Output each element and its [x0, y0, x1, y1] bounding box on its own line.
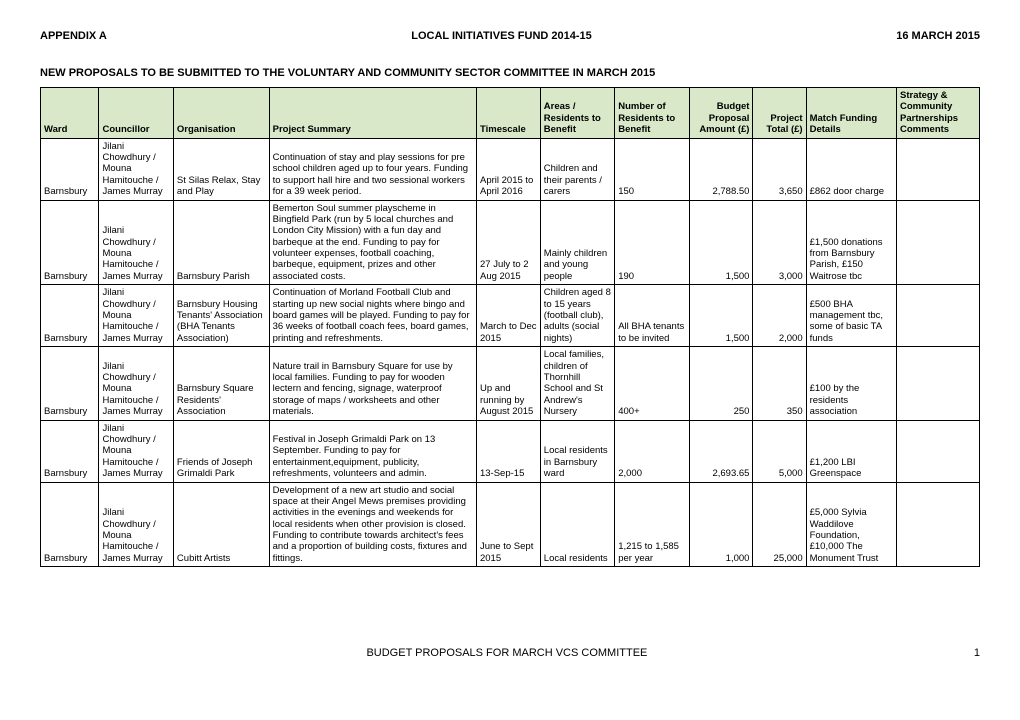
table-cell: Barnsbury	[41, 138, 99, 200]
table-cell: Barnsbury	[41, 285, 99, 347]
table-row: BarnsburyJilani Chowdhury / Mouna Hamito…	[41, 482, 980, 567]
table-cell: Jilani Chowdhury / Mouna Hamitouche / Ja…	[99, 482, 173, 567]
page-footer: BUDGET PROPOSALS FOR MARCH VCS COMMITTEE…	[40, 647, 980, 659]
column-header: Project Total (£)	[753, 88, 806, 139]
table-cell: 250	[689, 347, 753, 420]
column-header: Organisation	[173, 88, 269, 139]
table-row: BarnsburyJilani Chowdhury / Mouna Hamito…	[41, 347, 980, 420]
column-header: Ward	[41, 88, 99, 139]
page-header: APPENDIX A LOCAL INITIATIVES FUND 2014-1…	[40, 30, 980, 42]
table-cell: Local families, children of Thornhill Sc…	[540, 347, 614, 420]
header-center: LOCAL INITIATIVES FUND 2014-15	[411, 30, 592, 42]
table-row: BarnsburyJilani Chowdhury / Mouna Hamito…	[41, 200, 980, 285]
table-row: BarnsburyJilani Chowdhury / Mouna Hamito…	[41, 420, 980, 482]
table-cell: £862 door charge	[806, 138, 896, 200]
table-cell: All BHA tenants to be invited	[615, 285, 689, 347]
table-cell: £1,500 donations from Barnsbury Parish, …	[806, 200, 896, 285]
table-cell: Up and running by August 2015	[476, 347, 540, 420]
table-cell: Children and their parents / carers	[540, 138, 614, 200]
table-header-row: WardCouncillorOrganisationProject Summar…	[41, 88, 980, 139]
footer-center: BUDGET PROPOSALS FOR MARCH VCS COMMITTEE	[40, 647, 974, 659]
column-header: Number of Residents to Benefit	[615, 88, 689, 139]
table-cell: 150	[615, 138, 689, 200]
table-cell: Children aged 8 to 15 years (football cl…	[540, 285, 614, 347]
table-cell	[897, 482, 980, 567]
header-left: APPENDIX A	[40, 30, 107, 42]
table-cell: £100 by the residents association	[806, 347, 896, 420]
table-cell: 1,500	[689, 200, 753, 285]
table-cell: £500 BHA management tbc, some of basic T…	[806, 285, 896, 347]
table-cell: Jilani Chowdhury / Mouna Hamitouche / Ja…	[99, 200, 173, 285]
table-cell: Continuation of Morland Football Club an…	[269, 285, 476, 347]
column-header: Budget Proposal Amount (£)	[689, 88, 753, 139]
column-header: Match Funding Details	[806, 88, 896, 139]
table-cell: Barnsbury Square Residents' Association	[173, 347, 269, 420]
table-row: BarnsburyJilani Chowdhury / Mouna Hamito…	[41, 285, 980, 347]
table-cell: 2,000	[753, 285, 806, 347]
table-cell: Local residents	[540, 482, 614, 567]
header-right: 16 MARCH 2015	[896, 30, 980, 42]
table-cell: 27 July to 2 Aug 2015	[476, 200, 540, 285]
table-cell: Jilani Chowdhury / Mouna Hamitouche / Ja…	[99, 285, 173, 347]
table-cell: Barnsbury	[41, 200, 99, 285]
table-cell	[897, 285, 980, 347]
column-header: Councillor	[99, 88, 173, 139]
table-cell: 1,000	[689, 482, 753, 567]
table-cell: March to Dec 2015	[476, 285, 540, 347]
table-cell: Jilani Chowdhury / Mouna Hamitouche / Ja…	[99, 347, 173, 420]
table-cell: Mainly children and young people	[540, 200, 614, 285]
table-cell: Local residents in Barnsbury ward	[540, 420, 614, 482]
table-cell: Friends of Joseph Grimaldi Park	[173, 420, 269, 482]
table-cell: 13-Sep-15	[476, 420, 540, 482]
column-header: Strategy & Community Partnerships Commen…	[897, 88, 980, 139]
column-header: Areas / Residents to Benefit	[540, 88, 614, 139]
page-subtitle: NEW PROPOSALS TO BE SUBMITTED TO THE VOL…	[40, 67, 980, 79]
table-cell: 400+	[615, 347, 689, 420]
table-cell: £5,000 Sylvia Waddilove Foundation, £10,…	[806, 482, 896, 567]
table-cell: Nature trail in Barnsbury Square for use…	[269, 347, 476, 420]
table-cell: 350	[753, 347, 806, 420]
table-cell: Bemerton Soul summer playscheme in Bingf…	[269, 200, 476, 285]
proposals-table: WardCouncillorOrganisationProject Summar…	[40, 87, 980, 567]
table-cell: Jilani Chowdhury / Mouna Hamitouche / Ja…	[99, 138, 173, 200]
table-cell: Barnsbury Parish	[173, 200, 269, 285]
table-cell: £1,200 LBI Greenspace	[806, 420, 896, 482]
table-cell: 1,215 to 1,585 per year	[615, 482, 689, 567]
table-cell: 25,000	[753, 482, 806, 567]
table-body: BarnsburyJilani Chowdhury / Mouna Hamito…	[41, 138, 980, 567]
table-cell: Barnsbury	[41, 347, 99, 420]
table-cell: 3,650	[753, 138, 806, 200]
table-cell: Continuation of stay and play sessions f…	[269, 138, 476, 200]
table-cell: Barnsbury Housing Tenants' Association (…	[173, 285, 269, 347]
table-cell: Barnsbury	[41, 482, 99, 567]
column-header: Project Summary	[269, 88, 476, 139]
table-cell: St Silas Relax, Stay and Play	[173, 138, 269, 200]
table-cell: 3,000	[753, 200, 806, 285]
table-cell: 2,788.50	[689, 138, 753, 200]
table-cell: 190	[615, 200, 689, 285]
column-header: Timescale	[476, 88, 540, 139]
table-cell: Barnsbury	[41, 420, 99, 482]
table-cell	[897, 200, 980, 285]
table-cell: Cubitt Artists	[173, 482, 269, 567]
table-cell	[897, 420, 980, 482]
table-cell: 2,693.65	[689, 420, 753, 482]
table-cell: June to Sept 2015	[476, 482, 540, 567]
table-cell: April 2015 to April 2016	[476, 138, 540, 200]
table-cell: Jilani Chowdhury / Mouna Hamitouche / Ja…	[99, 420, 173, 482]
table-cell: Development of a new art studio and soci…	[269, 482, 476, 567]
table-cell	[897, 138, 980, 200]
table-cell: Festival in Joseph Grimaldi Park on 13 S…	[269, 420, 476, 482]
table-row: BarnsburyJilani Chowdhury / Mouna Hamito…	[41, 138, 980, 200]
table-cell: 5,000	[753, 420, 806, 482]
table-cell: 1,500	[689, 285, 753, 347]
table-cell	[897, 347, 980, 420]
table-cell: 2,000	[615, 420, 689, 482]
footer-right: 1	[974, 647, 980, 659]
